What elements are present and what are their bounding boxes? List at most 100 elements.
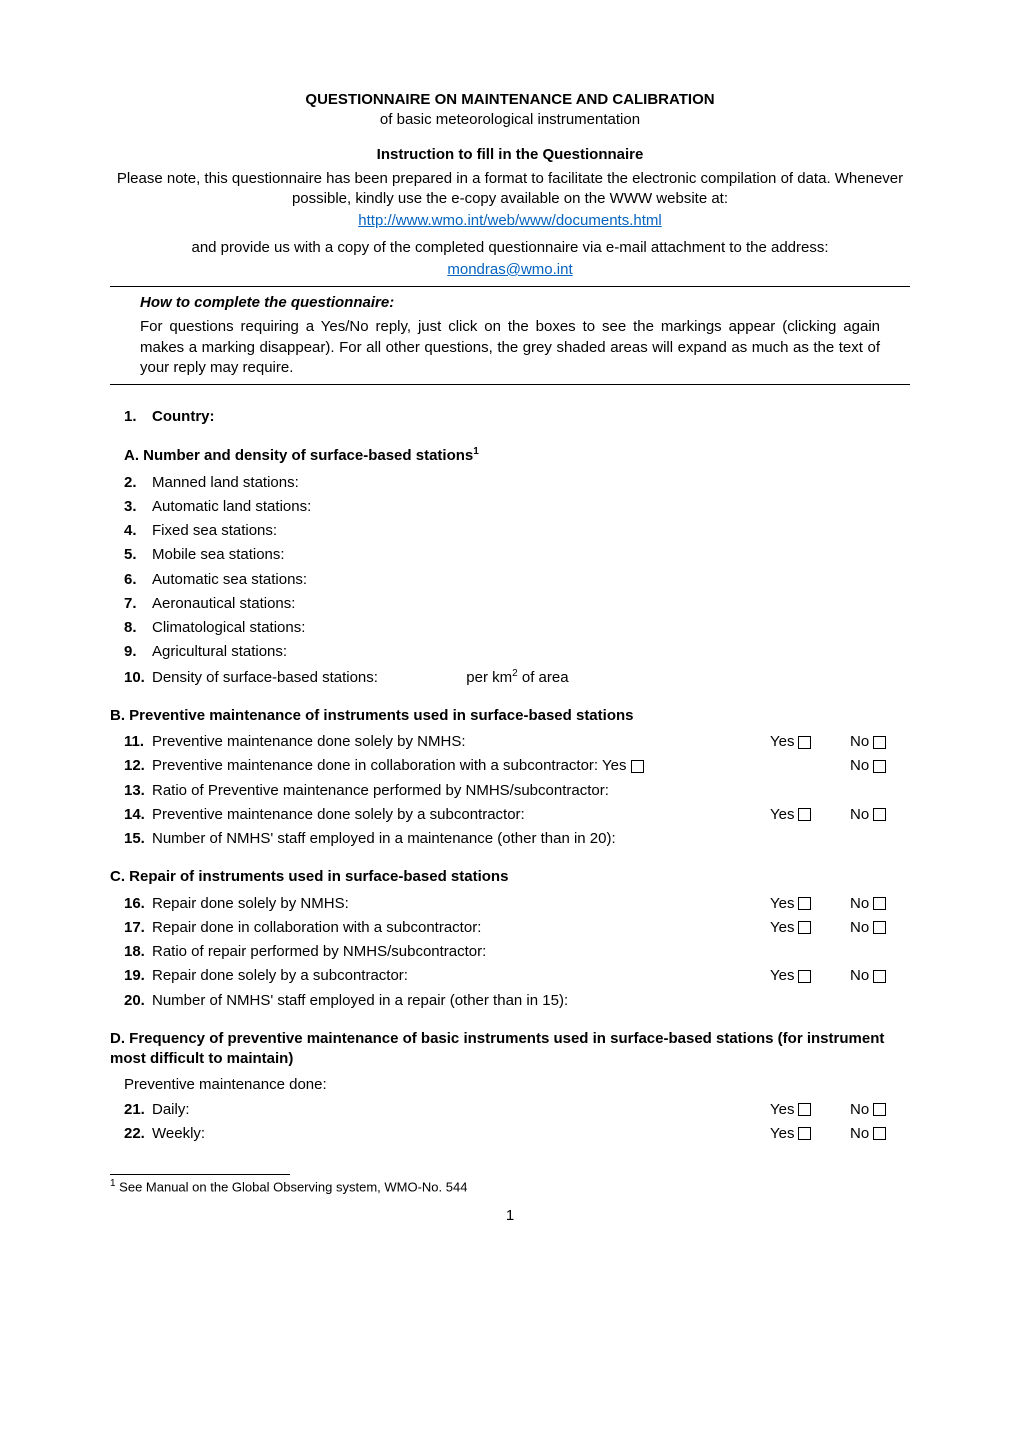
section-a-item: 2.Manned land stations:	[110, 473, 910, 493]
section-d-heading: D. Frequency of preventive maintenance o…	[110, 1029, 910, 1070]
q1-label: Country:	[152, 407, 910, 427]
instruction-p1: Please note, this questionnaire has been…	[110, 169, 910, 210]
section-a-item: 6.Automatic sea stations:	[110, 570, 910, 590]
section-a-item: 3.Automatic land stations:	[110, 497, 910, 517]
no-label: No	[850, 918, 869, 938]
question-label: Ratio of repair performed by NMHS/subcon…	[152, 942, 910, 962]
yes-checkbox[interactable]	[798, 897, 811, 910]
footnote: 1 See Manual on the Global Observing sys…	[110, 1177, 910, 1196]
item-num: 9.	[124, 642, 152, 662]
question-num: 11.	[124, 732, 152, 752]
website-link[interactable]: http://www.wmo.int/web/www/documents.htm…	[358, 212, 661, 229]
doc-subtitle: of basic meteorological instrumentation	[110, 110, 910, 130]
yes-label: Yes	[770, 1124, 794, 1144]
question-label: Daily:	[152, 1100, 770, 1120]
no-label: No	[850, 1100, 869, 1120]
yes-label: Yes	[770, 732, 794, 752]
page-number: 1	[110, 1206, 910, 1226]
yes-label: Yes	[770, 966, 794, 986]
divider	[110, 286, 910, 287]
section-a-heading: A. Number and density of surface-based s…	[110, 445, 910, 466]
question-row: 19.Repair done solely by a subcontractor…	[110, 966, 910, 986]
question-label: Preventive maintenance done solely by a …	[152, 805, 770, 825]
item-label: Agricultural stations:	[152, 642, 910, 662]
item-label: Aeronautical stations:	[152, 594, 910, 614]
no-label: No	[850, 805, 869, 825]
question-label: Weekly:	[152, 1124, 770, 1144]
yes-label: Yes	[770, 894, 794, 914]
question-row: 16.Repair done solely by NMHS:YesNo	[110, 894, 910, 914]
instruction-p2: and provide us with a copy of the comple…	[110, 238, 910, 258]
question-num: 20.	[124, 991, 152, 1011]
yes-checkbox[interactable]	[631, 760, 644, 773]
item-num: 7.	[124, 594, 152, 614]
question-label: Preventive maintenance done solely by NM…	[152, 732, 770, 752]
section-a-item: 5.Mobile sea stations:	[110, 545, 910, 565]
divider	[110, 384, 910, 385]
question-num: 21.	[124, 1100, 152, 1120]
yes-checkbox[interactable]	[798, 1103, 811, 1116]
yes-label: Yes	[598, 757, 631, 774]
question-label: Ratio of Preventive maintenance performe…	[152, 781, 910, 801]
question-label: Number of NMHS' staff employed in a main…	[152, 829, 910, 849]
section-a-item: 4.Fixed sea stations:	[110, 521, 910, 541]
item-label: Automatic land stations:	[152, 497, 910, 517]
howto-body: For questions requiring a Yes/No reply, …	[140, 317, 880, 378]
yes-label: Yes	[770, 918, 794, 938]
question-label: Repair done in collaboration with a subc…	[152, 918, 770, 938]
yes-checkbox[interactable]	[798, 921, 811, 934]
item-label: Fixed sea stations:	[152, 521, 910, 541]
question-row: 14.Preventive maintenance done solely by…	[110, 805, 910, 825]
question-num: 18.	[124, 942, 152, 962]
question-row: 12.Preventive maintenance done in collab…	[110, 756, 910, 776]
q1-num: 1.	[124, 407, 152, 427]
question-label: Preventive maintenance done in collabora…	[152, 756, 770, 776]
no-checkbox[interactable]	[873, 921, 886, 934]
instruction-heading: Instruction to fill in the Questionnaire	[110, 145, 910, 165]
item-num: 6.	[124, 570, 152, 590]
yes-checkbox[interactable]	[798, 736, 811, 749]
question-label: Repair done solely by NMHS:	[152, 894, 770, 914]
no-label: No	[850, 966, 869, 986]
question-num: 15.	[124, 829, 152, 849]
q10-num: 10.	[124, 668, 152, 688]
question-row: 20.Number of NMHS' staff employed in a r…	[110, 991, 910, 1011]
question-row: 18.Ratio of repair performed by NMHS/sub…	[110, 942, 910, 962]
yes-checkbox[interactable]	[798, 808, 811, 821]
yes-label: Yes	[770, 805, 794, 825]
section-a-item: 7.Aeronautical stations:	[110, 594, 910, 614]
no-label: No	[850, 756, 869, 776]
no-checkbox[interactable]	[873, 897, 886, 910]
email-link[interactable]: mondras@wmo.int	[447, 261, 572, 278]
question-label: Repair done solely by a subcontractor:	[152, 966, 770, 986]
no-checkbox[interactable]	[873, 760, 886, 773]
question-num: 22.	[124, 1124, 152, 1144]
yes-checkbox[interactable]	[798, 1127, 811, 1140]
yes-checkbox[interactable]	[798, 970, 811, 983]
no-checkbox[interactable]	[873, 970, 886, 983]
question-num: 19.	[124, 966, 152, 986]
question-row: 21.Daily:Yes No	[110, 1100, 910, 1120]
no-checkbox[interactable]	[873, 1127, 886, 1140]
no-label: No	[850, 1124, 869, 1144]
section-b-heading: B. Preventive maintenance of instruments…	[110, 706, 910, 726]
item-label: Automatic sea stations:	[152, 570, 910, 590]
footnote-rule	[110, 1174, 290, 1175]
question-row: 17.Repair done in collaboration with a s…	[110, 918, 910, 938]
item-num: 2.	[124, 473, 152, 493]
item-num: 5.	[124, 545, 152, 565]
doc-title: QUESTIONNAIRE ON MAINTENANCE AND CALIBRA…	[110, 90, 910, 110]
question-num: 17.	[124, 918, 152, 938]
section-d-intro: Preventive maintenance done:	[110, 1075, 910, 1095]
question-row: 11.Preventive maintenance done solely by…	[110, 732, 910, 752]
item-label: Manned land stations:	[152, 473, 910, 493]
no-checkbox[interactable]	[873, 736, 886, 749]
yes-label: Yes	[770, 1100, 794, 1120]
no-checkbox[interactable]	[873, 808, 886, 821]
section-a-item: 9.Agricultural stations:	[110, 642, 910, 662]
question-num: 14.	[124, 805, 152, 825]
question-num: 13.	[124, 781, 152, 801]
question-row: 15.Number of NMHS' staff employed in a m…	[110, 829, 910, 849]
q10-label: Density of surface-based stations: per k…	[152, 667, 910, 688]
no-checkbox[interactable]	[873, 1103, 886, 1116]
